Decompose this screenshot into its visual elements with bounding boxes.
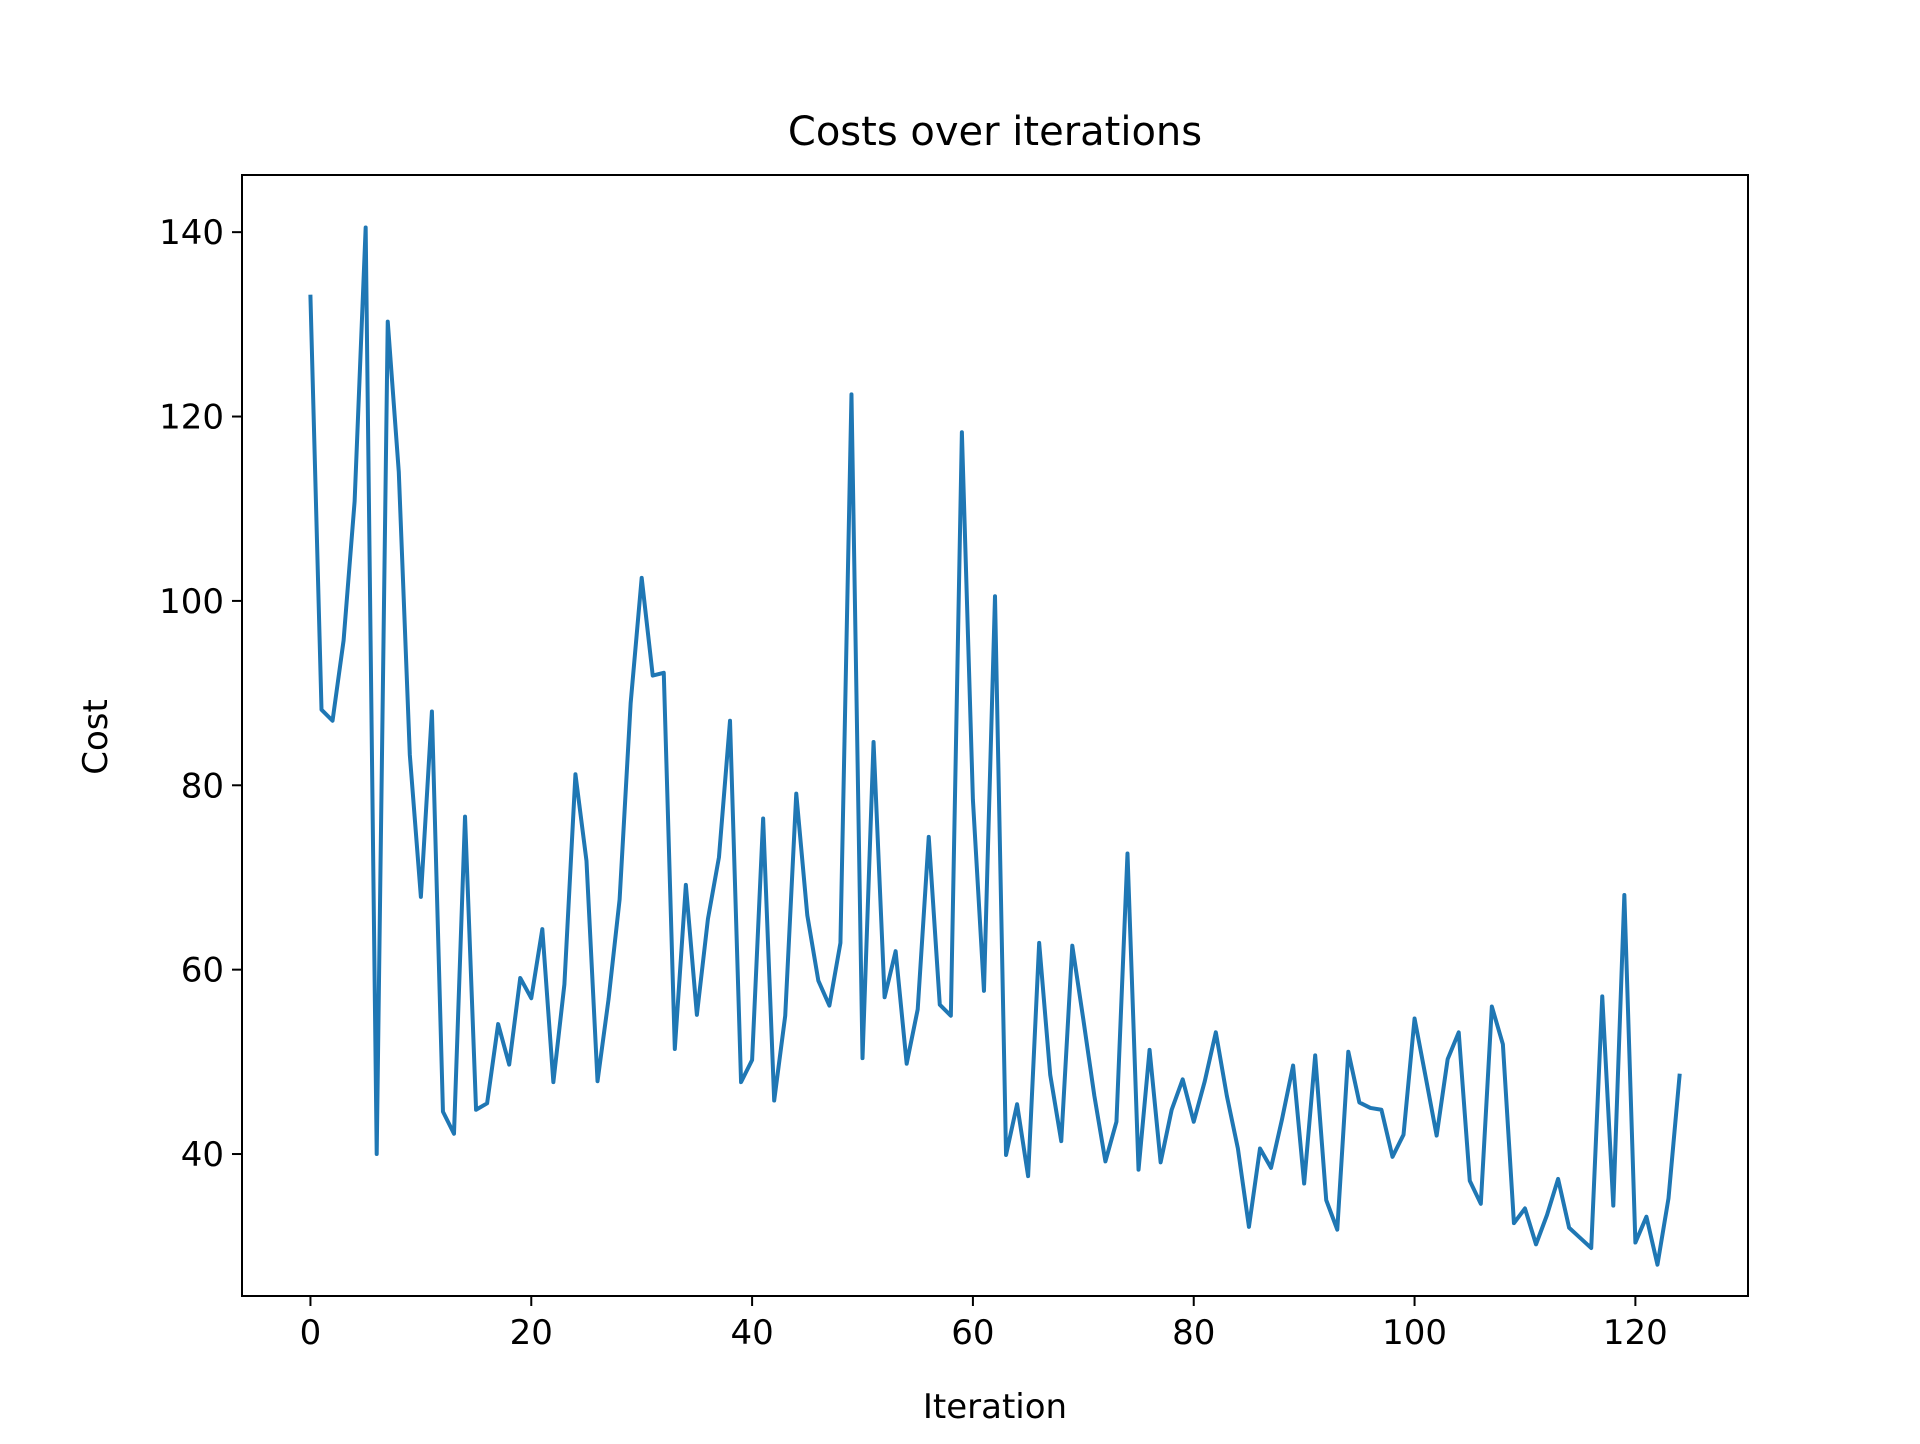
chart-title: Costs over iterations <box>788 109 1202 155</box>
plot-frame <box>241 174 1749 1297</box>
x-tick-label: 20 <box>510 1313 553 1353</box>
x-tick-label: 0 <box>300 1313 322 1353</box>
x-tick-label: 40 <box>730 1313 773 1353</box>
x-tick-label: 80 <box>1172 1313 1215 1353</box>
y-tick-label: 120 <box>159 398 224 438</box>
y-tick-label: 40 <box>181 1135 224 1175</box>
axis-ticks: 0 20 40 60 80 100 120 40 60 80 100 120 140 <box>159 213 1668 1353</box>
y-tick-label: 80 <box>181 766 224 806</box>
series-layer <box>308 225 1682 1267</box>
x-tick-label: 100 <box>1382 1313 1447 1353</box>
y-axis-label: Cost <box>76 699 116 775</box>
x-axis-label: Iteration <box>923 1387 1067 1427</box>
y-tick-label: 100 <box>159 582 224 622</box>
x-tick-label: 120 <box>1603 1313 1668 1353</box>
cost-series-line <box>308 225 1682 1267</box>
y-tick-label: 60 <box>181 951 224 991</box>
x-tick-label: 60 <box>951 1313 994 1353</box>
y-tick-label: 140 <box>159 213 224 253</box>
